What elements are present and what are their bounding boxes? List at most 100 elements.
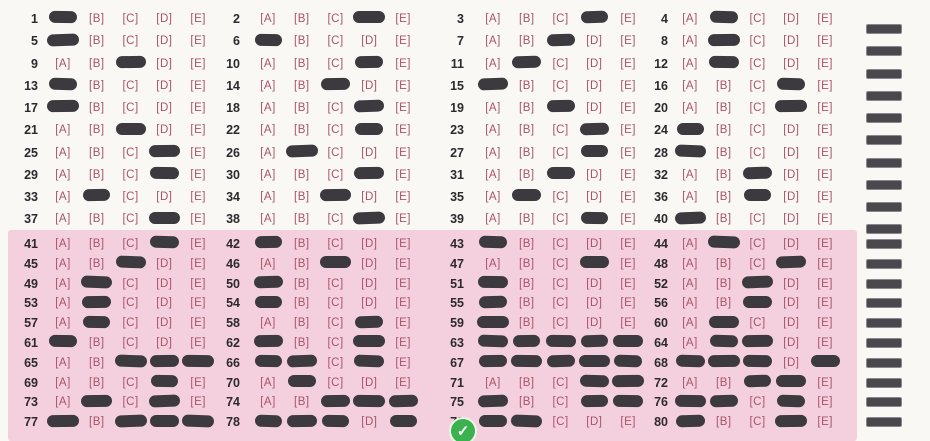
option-bubble: [C]	[122, 238, 139, 250]
pencil-mark	[676, 122, 704, 135]
option-bubble: [B]	[89, 124, 105, 137]
option-mark	[319, 256, 353, 273]
option-bubble: [E]	[395, 57, 411, 70]
pencil-mark	[674, 144, 706, 158]
option-bubble: [D]	[361, 277, 378, 290]
pencil-mark	[478, 355, 508, 368]
question-number: 19	[450, 101, 464, 115]
option-bubble: [C]	[749, 79, 766, 92]
option-bubble: [A]	[485, 102, 501, 114]
option-bubble: [D]	[361, 416, 378, 429]
question-number: 2	[233, 12, 240, 26]
option-bubble: [B]	[519, 297, 535, 310]
timing-mark	[866, 68, 902, 79]
option-mark	[476, 315, 510, 332]
option-bubble: [D]	[586, 238, 603, 250]
option-bubble: [C]	[552, 13, 569, 25]
option-bubble: [E]	[620, 146, 636, 159]
option-mark	[46, 100, 80, 117]
option-bubble: [A]	[682, 79, 698, 92]
option-bubble: [E]	[395, 297, 411, 310]
option-bubble: [D]	[783, 35, 800, 48]
pencil-mark	[776, 255, 807, 269]
option-mark	[774, 255, 808, 273]
question-number: 70	[226, 375, 240, 390]
question-number: 17	[24, 101, 38, 115]
option-bubble: [D]	[156, 191, 173, 203]
option-bubble: [C]	[552, 416, 569, 429]
pencil-mark	[115, 255, 146, 269]
option-mark	[510, 354, 544, 372]
pencil-mark	[150, 374, 178, 388]
option-mark	[352, 11, 386, 28]
option-bubble: [E]	[190, 57, 206, 70]
timing-mark	[866, 24, 902, 34]
option-bubble: [B]	[294, 277, 310, 290]
pencil-mark	[477, 394, 509, 408]
option-mark	[673, 394, 707, 411]
question-number: 46	[226, 256, 240, 271]
option-mark	[147, 235, 181, 253]
option-bubble: [E]	[190, 213, 206, 226]
pencil-mark	[254, 236, 282, 249]
option-bubble: [C]	[552, 317, 569, 330]
option-mark	[707, 33, 741, 50]
question-number: 36	[654, 190, 668, 204]
option-bubble: [E]	[620, 57, 636, 70]
option-mark	[251, 355, 285, 372]
option-bubble: [E]	[395, 337, 411, 349]
timing-mark	[866, 338, 902, 348]
option-bubble: [A]	[260, 257, 276, 270]
pencil-mark	[776, 375, 807, 388]
option-bubble: [A]	[260, 213, 276, 226]
option-mark	[285, 414, 319, 431]
option-bubble: [E]	[817, 124, 833, 137]
pencil-mark	[675, 354, 705, 368]
pencil-mark	[148, 144, 180, 158]
option-bubble: [A]	[682, 317, 698, 330]
question-number: 67	[450, 355, 464, 370]
option-mark	[577, 11, 611, 28]
question-number: 9	[31, 56, 38, 71]
pencil-mark	[777, 394, 806, 408]
option-mark	[80, 315, 114, 332]
option-bubble: [E]	[817, 257, 833, 270]
pencil-mark	[743, 374, 772, 388]
option-mark	[319, 414, 353, 431]
option-mark	[544, 167, 578, 184]
pencil-mark	[580, 335, 609, 348]
option-bubble: [E]	[817, 168, 833, 181]
option-bubble: [E]	[190, 35, 206, 48]
pencil-mark	[479, 414, 507, 427]
option-bubble: [B]	[716, 277, 732, 290]
option-bubble: [A]	[260, 168, 276, 181]
option-bubble: [B]	[89, 257, 105, 270]
option-bubble: [A]	[485, 168, 501, 181]
option-bubble: [D]	[361, 238, 378, 250]
pencil-mark	[83, 189, 111, 202]
option-bubble: [C]	[749, 317, 766, 330]
option-bubble: [C]	[327, 57, 344, 70]
option-bubble: [E]	[190, 191, 206, 203]
option-bubble: [C]	[552, 79, 569, 92]
pencil-mark	[777, 77, 806, 91]
option-mark	[707, 334, 741, 352]
pencil-mark	[354, 354, 385, 368]
option-mark	[386, 394, 420, 411]
question-number: 68	[654, 355, 668, 370]
option-bubble: [C]	[749, 416, 766, 429]
option-bubble: [A]	[485, 57, 501, 70]
option-bubble: [D]	[586, 79, 603, 92]
question-number: 64	[654, 336, 668, 350]
option-mark	[741, 355, 775, 372]
option-bubble: [E]	[190, 257, 206, 270]
option-mark	[46, 77, 80, 95]
pencil-mark	[355, 55, 384, 69]
option-bubble: [D]	[783, 213, 800, 226]
option-bubble: [E]	[190, 337, 206, 349]
pencil-mark	[512, 189, 542, 202]
question-number: 38	[226, 212, 240, 227]
option-bubble: [B]	[294, 191, 310, 203]
option-mark	[741, 295, 775, 312]
option-bubble: [A]	[682, 191, 698, 203]
